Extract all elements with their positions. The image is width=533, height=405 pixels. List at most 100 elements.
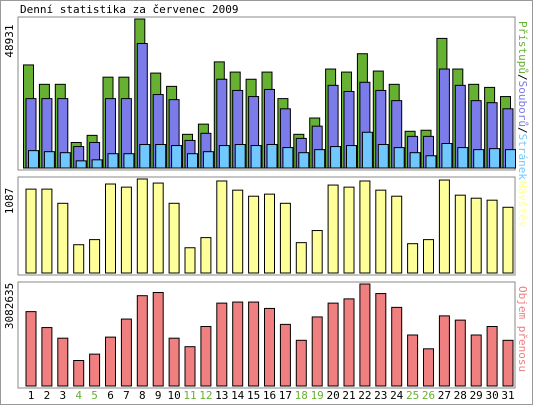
legend-entry: Stránek — [516, 134, 529, 181]
bar — [470, 334, 482, 387]
bar — [423, 348, 434, 387]
bar — [295, 242, 307, 274]
legend-text: Návštěv — [516, 181, 529, 228]
bar — [105, 183, 116, 274]
bar — [457, 147, 469, 169]
bar — [25, 311, 37, 387]
x-tick-label: 8 — [139, 389, 146, 402]
bar — [57, 202, 69, 274]
bar — [505, 149, 516, 169]
bar — [311, 230, 323, 274]
bar — [248, 195, 260, 274]
x-tick-label: 21 — [342, 389, 355, 402]
bar — [107, 153, 119, 169]
bar — [473, 149, 485, 169]
bar — [279, 202, 291, 274]
bar — [59, 152, 71, 169]
bar — [168, 337, 180, 387]
legend-entry: Souborů — [516, 81, 529, 127]
bar — [200, 237, 212, 274]
x-tick-label: 12 — [199, 389, 212, 402]
bar — [502, 206, 514, 274]
bar — [282, 147, 294, 169]
bar — [454, 319, 466, 387]
bar — [41, 188, 53, 274]
bar — [171, 145, 183, 169]
legend: Přístupů/Souborů/Stránek — [516, 21, 529, 180]
bar — [391, 195, 403, 274]
bar — [264, 193, 275, 274]
bar — [202, 151, 214, 169]
bar — [168, 202, 180, 274]
bar — [25, 188, 37, 274]
bar — [407, 243, 419, 274]
x-tick-label: 22 — [358, 389, 371, 402]
bar — [438, 179, 450, 274]
x-tick-label: 17 — [279, 389, 292, 402]
bar — [393, 147, 405, 169]
legend-separator: / — [516, 74, 529, 81]
x-tick-label: 15 — [247, 389, 260, 402]
panel — [17, 176, 516, 276]
legend-text: Objem přenosu — [516, 286, 529, 372]
bar — [327, 302, 339, 387]
bar — [441, 143, 453, 169]
x-tick-label: 9 — [155, 389, 162, 402]
bar — [486, 326, 498, 387]
y-tick: 3082635 — [3, 283, 16, 329]
bar — [486, 199, 498, 274]
x-tick-label: 30 — [485, 389, 498, 402]
bar — [152, 291, 164, 387]
y-tick: 1087 — [3, 188, 16, 215]
bar — [377, 144, 389, 169]
bar — [120, 318, 132, 387]
x-tick-label: 10 — [167, 389, 180, 402]
bar — [375, 293, 387, 387]
bar — [75, 160, 87, 169]
x-tick-label: 11 — [183, 389, 196, 402]
bar — [105, 336, 116, 387]
x-tick-label: 31 — [501, 389, 514, 402]
bar — [184, 247, 196, 274]
x-tick-label: 26 — [422, 389, 435, 402]
y-tick-label: 1087 — [3, 188, 16, 215]
bar — [330, 146, 342, 169]
bar — [57, 337, 69, 387]
x-tick-label: 5 — [91, 389, 98, 402]
bar — [279, 323, 291, 387]
x-tick-label: 2 — [44, 389, 51, 402]
x-tick-label: 19 — [311, 389, 324, 402]
chart-title: Denní statistika za červenec 2009 — [20, 3, 239, 16]
bar — [264, 307, 275, 387]
bar — [89, 239, 101, 274]
bar — [425, 155, 437, 169]
bar — [391, 306, 403, 387]
legend-entry: Objem přenosu — [516, 286, 529, 372]
bar — [136, 295, 148, 387]
x-tick-label: 28 — [454, 389, 467, 402]
panel — [17, 16, 516, 171]
bar — [216, 302, 228, 387]
bar — [139, 144, 151, 169]
legend-entry: Přístupů — [516, 21, 529, 74]
bar — [218, 145, 230, 169]
bar — [343, 186, 355, 274]
bar — [187, 153, 198, 169]
x-tick-label: 16 — [263, 389, 276, 402]
bar — [123, 153, 135, 169]
legend: Návštěv — [516, 181, 529, 228]
x-tick-label: 13 — [215, 389, 228, 402]
x-tick-label: 27 — [438, 389, 451, 402]
bar — [41, 327, 53, 387]
bar — [327, 184, 339, 274]
x-tick-label: 6 — [107, 389, 114, 402]
bar — [232, 301, 244, 387]
bar — [232, 189, 244, 274]
y-tick-label: 48931 — [3, 24, 16, 57]
bar — [266, 144, 278, 169]
bar — [184, 346, 196, 387]
bar — [73, 359, 85, 387]
bar — [407, 334, 419, 387]
x-tick-label: 7 — [123, 389, 130, 402]
